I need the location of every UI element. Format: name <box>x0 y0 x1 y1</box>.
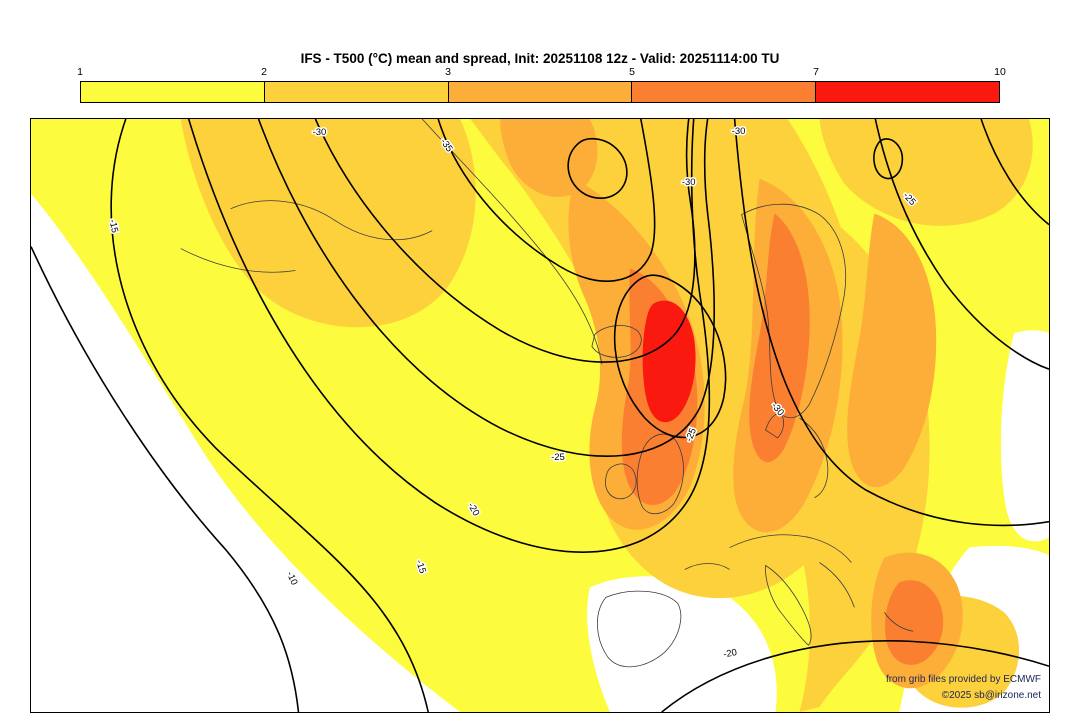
low-spread-region <box>587 576 777 712</box>
colorbar-tick-labels: 1 2 3 5 7 10 <box>77 66 1006 81</box>
coastline-greece <box>883 612 914 632</box>
contour-closed-low <box>613 274 727 439</box>
contour-label: -30 <box>313 127 327 138</box>
coastline-europe-north <box>729 534 852 563</box>
coastline-ireland <box>605 463 637 500</box>
coastline-iceland <box>591 325 642 358</box>
spread-5-7-region <box>884 580 944 665</box>
spread-fill-layer <box>31 119 1049 712</box>
contour-line-minus35 <box>437 119 656 282</box>
colorbar-tick: 1 <box>77 66 83 78</box>
contour-line-minus20-south <box>661 640 1049 712</box>
colorbar-segment-2-3 <box>264 82 449 102</box>
map-frame: -15 -30 -35 -30 -30 -25 -25 -25 -30 -20 … <box>30 118 1050 713</box>
coastline-iberia <box>597 590 682 668</box>
contour-line-minus30 <box>314 119 696 363</box>
coastline-canada <box>180 248 296 273</box>
contour-line-minus25 <box>257 119 716 457</box>
colorbar-gradient-bar <box>80 81 1000 103</box>
coastline-france <box>684 563 730 570</box>
spread-2-3-region <box>180 119 476 328</box>
contour-line-minus30-east <box>733 119 1049 527</box>
colorbar-tick: 7 <box>813 66 819 78</box>
contour-closed-small <box>873 138 904 180</box>
contour-label: -25 <box>551 452 565 463</box>
contour-label: -30 <box>682 177 696 188</box>
coastline-denmark <box>765 413 784 439</box>
contour-label: -15 <box>106 218 120 234</box>
spread-3-5-region <box>500 119 598 197</box>
coastline-canada <box>230 200 433 241</box>
contour-line-layer <box>31 119 1049 712</box>
colorbar: 1 2 3 5 7 10 <box>77 66 1006 103</box>
contour-label: -20 <box>722 647 737 660</box>
spread-2-3-region <box>819 119 1033 226</box>
colorbar-tick: 3 <box>445 66 451 78</box>
coastline-scandinavia <box>741 203 847 419</box>
coastline-layer <box>180 119 914 668</box>
spread-3-5-region <box>847 213 937 488</box>
contour-line-minus15 <box>110 119 429 712</box>
contour-closed-greenland <box>567 137 628 200</box>
attribution-copyright: ©2025 sb@irizone.net <box>941 690 1041 701</box>
contour-line-minus10 <box>31 246 300 712</box>
colorbar-segment-1-2 <box>81 82 265 102</box>
contour-line-minus20 <box>187 119 711 553</box>
coastline-baltic <box>799 417 829 499</box>
spread-7-10-region <box>642 300 696 423</box>
low-spread-region <box>1000 330 1049 542</box>
contour-line-minus25-east <box>874 119 1049 370</box>
attribution-source: from grib files provided by ECMWF <box>885 674 1041 685</box>
colorbar-segment-3-5 <box>448 82 633 102</box>
spread-5-7-region <box>749 213 810 463</box>
map-canvas: -15 -30 -35 -30 -30 -25 -25 -25 -30 -20 … <box>31 119 1049 712</box>
colorbar-segment-5-7 <box>632 82 817 102</box>
colorbar-tick: 5 <box>629 66 635 78</box>
colorbar-segment-7-10 <box>816 82 999 102</box>
page-title: IFS - T500 (°C) mean and spread, Init: 2… <box>300 51 780 66</box>
coastline-greenland <box>421 119 603 365</box>
coastline-balkans <box>819 562 855 608</box>
contour-line-northeast-corner <box>980 119 1049 226</box>
colorbar-tick: 10 <box>994 66 1006 78</box>
contour-label: -30 <box>732 126 746 137</box>
coastline-italy <box>765 564 812 646</box>
low-spread-region <box>31 193 461 712</box>
colorbar-tick: 2 <box>261 66 267 78</box>
